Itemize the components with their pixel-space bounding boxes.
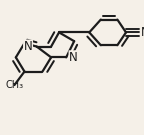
Text: N: N xyxy=(69,51,78,64)
Text: CH₃: CH₃ xyxy=(5,80,23,90)
Text: N: N xyxy=(141,26,144,39)
Text: N: N xyxy=(24,40,32,53)
